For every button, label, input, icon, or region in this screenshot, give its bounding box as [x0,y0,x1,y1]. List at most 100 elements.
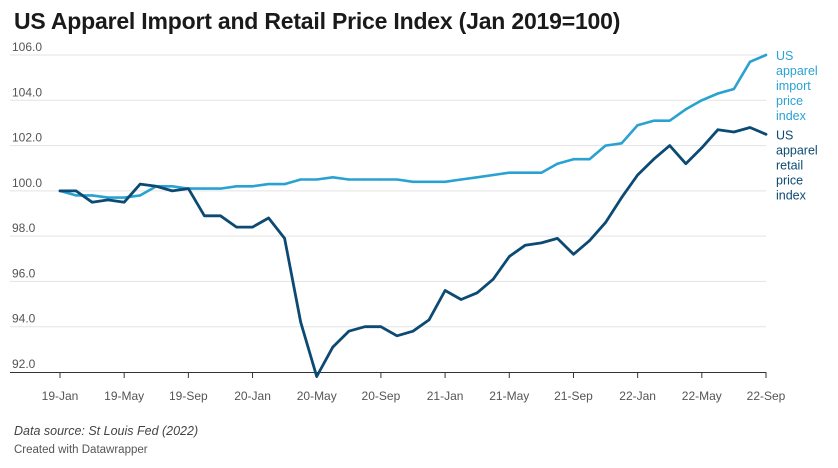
retail-price-point [540,241,543,245]
import-price-point [668,119,671,122]
import-series-label: index [776,109,807,123]
y-tick-label: 94.0 [12,312,36,326]
import-price-point [492,173,495,177]
y-tick-label: 102.0 [12,131,42,145]
retail-price-point [187,187,190,190]
import-price-point [748,60,752,63]
import-price-point [106,196,110,199]
retail-price-point [668,144,671,147]
retail-price-point [379,325,383,328]
retail-price-point [556,237,559,240]
import-price-point [347,178,351,181]
series-lines [58,53,768,378]
retail-price-point [90,200,94,204]
import-price-point [620,142,623,145]
x-tick-label: 20-May [297,389,337,403]
retail-price-point [363,325,367,328]
import-price-point [764,53,768,57]
retail-price-line [58,126,768,378]
retail-price-point [106,198,110,202]
import-price-point [652,119,655,122]
retail-price-point [331,345,334,349]
import-price-point [411,180,415,183]
retail-price-point [395,334,399,337]
x-tick-label: 21-Sep [554,389,593,403]
x-tick-label: 20-Sep [362,389,401,403]
x-tick-label: 19-Sep [169,389,208,403]
import-price-point [315,178,318,181]
import-series-label: price [776,94,803,108]
retail-price-point [347,330,351,333]
x-tick-label: 22-May [682,389,722,403]
import-price-point [459,178,463,181]
import-price-point [283,182,286,186]
retail-price-point [652,157,655,161]
data-source-note: Data source: St Louis Fed (2022) [14,424,199,438]
retail-price-point [508,255,511,258]
retail-price-point [636,173,639,177]
import-price-point [299,178,302,181]
retail-price-point [748,126,752,129]
import-price-point [219,187,222,190]
import-price-point [716,92,720,95]
import-price-point [379,178,383,181]
x-tick-label: 22-Jan [619,389,656,403]
retail-price-point [475,291,479,294]
retail-price-point [219,214,222,217]
retail-price-point [251,225,254,229]
import-price-point [556,162,559,165]
retail-price-point [171,189,174,193]
x-tick-label: 22-Sep [747,389,786,403]
retail-price-point [684,162,687,165]
import-series-label: import [776,79,811,93]
import-price-point [524,171,527,174]
import-price-point [235,185,238,188]
retail-price-point [588,239,591,242]
import-price-point [139,194,142,197]
retail-price-point [283,237,286,240]
import-price-point [427,180,431,183]
gridlines [10,54,766,328]
import-price-point [684,108,687,111]
retail-price-point [604,221,607,224]
import-price-point [604,144,607,147]
import-price-point [395,178,399,181]
retail-price-point [267,216,270,220]
retail-series-label: price [776,173,803,187]
import-price-point [732,87,736,91]
retail-price-point [122,200,126,204]
import-price-point [540,171,543,174]
retail-price-point [139,182,142,186]
retail-price-point [299,320,302,324]
import-price-point [636,123,639,127]
datawrapper-credit: Created with Datawrapper [14,444,148,456]
retail-price-point [411,330,415,333]
retail-price-point [427,318,431,322]
retail-price-point [315,375,318,378]
y-tick-label: 104.0 [12,85,42,99]
import-price-point [443,180,447,183]
series-labels: USapparelimportpriceindexUSapparelretail… [776,49,818,202]
import-price-point [122,196,126,199]
import-price-point [267,182,270,186]
import-series-label: apparel [776,64,818,78]
retail-price-point [620,196,623,199]
line-chart: 92.0 94.0 96.0 98.0 100.0 102.0 104.0 106.0 19-… [10,40,818,403]
x-tick-label: 20-Jan [234,389,271,403]
import-price-point [363,178,367,181]
retail-price-point [492,277,495,281]
y-tick-label: 92.0 [12,357,36,371]
import-price-point [588,157,591,161]
x-tick-label: 19-Jan [42,389,79,403]
retail-price-point [764,133,768,136]
retail-price-point [74,189,78,193]
y-tick-label: 96.0 [12,266,36,280]
x-tick-label: 21-May [489,389,529,403]
import-price-point [203,187,206,190]
x-axis: 19-Jan 19-May 19-Sep 20-Jan 20-May 20-Sep 21-J… [10,372,786,403]
import-price-point [251,185,254,188]
retail-series-label: US [776,128,793,142]
import-price-point [572,157,575,161]
page-title: US Apparel Import and Retail Price Index… [14,8,621,34]
y-tick-label: 100.0 [12,176,42,190]
